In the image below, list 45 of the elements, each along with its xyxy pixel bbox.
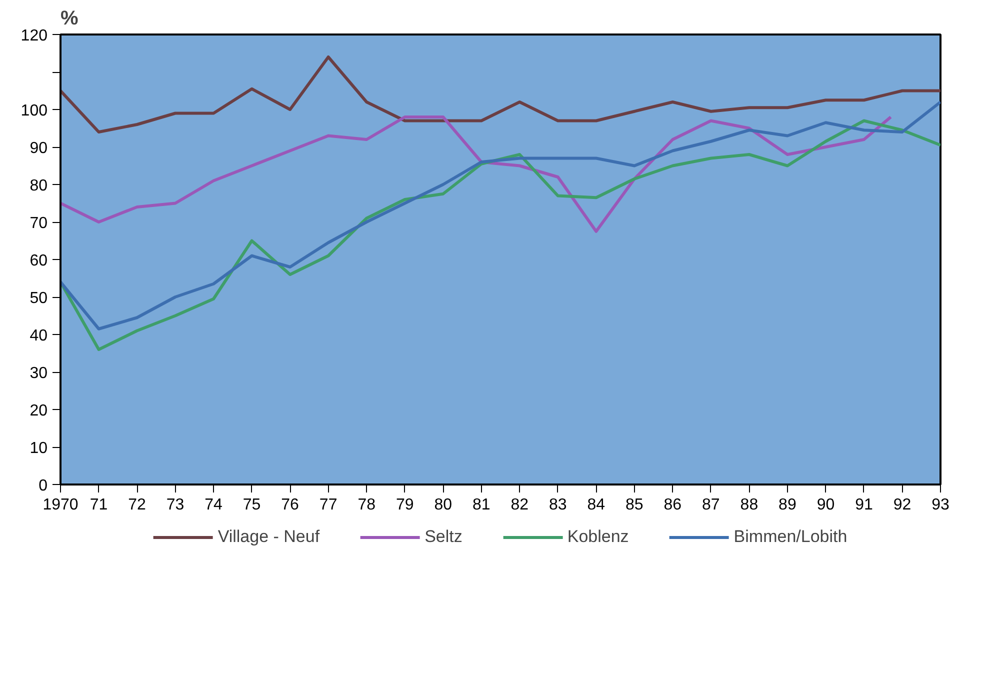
x-tick-label: 83 [548, 496, 567, 514]
x-tick-label: 84 [587, 496, 606, 514]
x-tick-label: 85 [626, 496, 644, 514]
legend-label: Bimmen/Lobith [734, 527, 848, 547]
legend-label: Village - Neuf [218, 527, 320, 547]
y-tick-label: 80 [30, 178, 48, 194]
y-tick-label: 0 [38, 478, 48, 494]
x-tick-label: 75 [242, 496, 261, 514]
y-tick-label: 60 [30, 252, 48, 270]
y-tick-label: 70 [30, 215, 48, 232]
x-tick-label: 81 [472, 496, 490, 514]
x-tick-label: 91 [855, 496, 873, 514]
x-tick-label: 87 [702, 496, 720, 514]
y-axis-title: % [60, 8, 78, 30]
y-tick-label: 120 [20, 28, 48, 44]
x-tick-label: 82 [510, 496, 529, 514]
x-tick-label: 74 [204, 496, 223, 514]
line-series [60, 119, 940, 351]
y-tick-label: 90 [30, 140, 48, 157]
x-tick-label: 73 [166, 496, 184, 514]
y-tick-label: 50 [30, 290, 48, 307]
x-tick-label: 76 [281, 496, 300, 514]
x-tick-label: 89 [778, 496, 796, 514]
line-series [60, 100, 940, 330]
x-tick-label: 93 [932, 496, 950, 514]
y-tick-label: 20 [30, 402, 48, 420]
line-series [60, 56, 940, 134]
x-tick-label: 72 [128, 496, 146, 514]
y-tick-label: 40 [30, 328, 48, 344]
x-tick-label: 1970 [42, 496, 78, 514]
x-tick-label: 80 [434, 496, 452, 514]
x-tick-label: 71 [90, 496, 108, 514]
x-tick-label: 78 [358, 496, 376, 514]
y-tick-label: 30 [30, 365, 48, 382]
x-tick-label: 88 [740, 496, 758, 514]
y-tick-label: 100 [20, 102, 48, 120]
y-tick-label: 10 [30, 440, 48, 457]
legend-label: Seltz [424, 527, 462, 547]
x-tick-label: 90 [816, 496, 835, 514]
legend-label: Koblenz [567, 527, 629, 547]
x-tick-label: 77 [319, 496, 338, 514]
line-series [60, 116, 892, 233]
x-tick-label: 92 [893, 496, 912, 514]
x-tick-label: 79 [396, 496, 414, 514]
x-tick-label: 86 [664, 496, 682, 514]
